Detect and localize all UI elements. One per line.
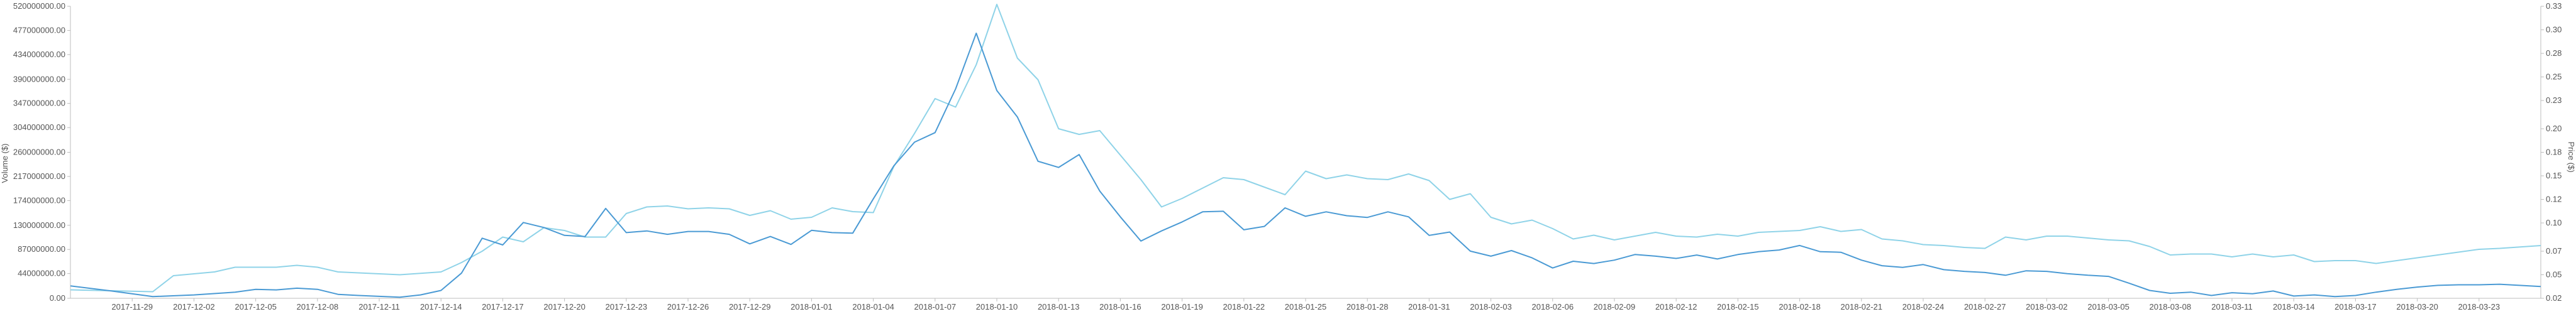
right-tick-label: 0.20 [2546, 124, 2562, 133]
left-tick-label: 217000000.00 [13, 171, 65, 181]
left-tick-label: 260000000.00 [13, 148, 65, 157]
right-tick-label: 0.12 [2546, 195, 2562, 204]
right-tick-label: 0.33 [2546, 1, 2562, 11]
x-tick-label: 2018-03-23 [2458, 302, 2501, 311]
left-tick-label: 434000000.00 [13, 50, 65, 59]
x-tick-label: 2017-12-05 [235, 302, 277, 311]
right-axis-ticks: 0.33 0.30 0.28 0.25 0.23 0.20 0.18 0.15 0.12 0.10… [2541, 1, 2562, 303]
x-tick-label: 2018-01-10 [976, 302, 1018, 311]
left-tick-label: 477000000.00 [13, 25, 65, 35]
left-tick-label: 347000000.00 [13, 99, 65, 108]
x-tick-label: 2017-12-08 [297, 302, 339, 311]
x-tick-label: 2017-12-23 [606, 302, 648, 311]
series-line-volume [70, 32, 2541, 298]
x-tick-label: 2018-01-13 [1038, 302, 1080, 311]
left-tick-label: 130000000.00 [13, 220, 65, 230]
right-tick-label: 0.25 [2546, 72, 2562, 82]
left-tick-label: 520000000.00 [13, 1, 65, 11]
left-tick-label: 0.00 [50, 293, 65, 303]
left-tick-label: 174000000.00 [13, 195, 65, 205]
x-tick-label: 2017-12-11 [358, 302, 400, 311]
x-tick-label: 2018-03-20 [2396, 302, 2438, 311]
right-tick-label: 0.07 [2546, 246, 2562, 256]
x-tick-label: 2018-01-01 [791, 302, 833, 311]
x-axis-ticks: 2017-11-29 2017-12-02 2017-12-05 2017-12-08… [111, 298, 2500, 311]
x-tick-label: 2018-01-07 [914, 302, 957, 311]
x-tick-label: 2018-01-22 [1223, 302, 1265, 311]
x-tick-label: 2018-01-31 [1408, 302, 1450, 311]
x-tick-label: 2017-12-20 [543, 302, 586, 311]
right-tick-label: 0.10 [2546, 218, 2562, 227]
x-tick-label: 2018-01-25 [1285, 302, 1327, 311]
left-tick-label: 87000000.00 [18, 244, 65, 254]
x-tick-label: 2018-03-17 [2334, 302, 2377, 311]
x-tick-label: 2018-03-02 [2026, 302, 2068, 311]
x-tick-label: 2018-01-04 [852, 302, 894, 311]
left-tick-label: 390000000.00 [13, 74, 65, 84]
x-tick-label: 2018-02-06 [1532, 302, 1574, 311]
x-tick-label: 2018-01-19 [1161, 302, 1203, 311]
right-tick-label: 0.05 [2546, 270, 2562, 279]
x-tick-label: 2018-02-09 [1594, 302, 1636, 311]
x-tick-label: 2017-11-29 [111, 302, 153, 311]
x-tick-label: 2018-03-08 [2150, 302, 2192, 311]
left-axis-title: Volume ($) [0, 144, 9, 183]
x-tick-label: 2017-12-14 [420, 302, 462, 311]
x-tick-label: 2018-02-03 [1470, 302, 1512, 311]
x-tick-label: 2018-02-18 [1779, 302, 1821, 311]
x-tick-label: 2018-01-28 [1346, 302, 1389, 311]
right-tick-label: 0.15 [2546, 171, 2562, 180]
x-tick-label: 2018-02-21 [1841, 302, 1883, 311]
right-tick-label: 0.02 [2546, 293, 2562, 303]
series-lines [70, 4, 2541, 298]
left-tick-label: 44000000.00 [18, 269, 65, 278]
right-tick-label: 0.18 [2546, 148, 2562, 157]
right-tick-label: 0.28 [2546, 48, 2562, 58]
x-tick-label: 2017-12-29 [729, 302, 771, 311]
left-tick-label: 304000000.00 [13, 122, 65, 132]
right-axis-title: Price ($) [2567, 141, 2576, 172]
x-tick-label: 2017-12-26 [667, 302, 709, 311]
x-tick-label: 2018-01-16 [1099, 302, 1141, 311]
x-tick-label: 2018-02-24 [1902, 302, 1945, 311]
x-tick-label: 2018-02-15 [1717, 302, 1759, 311]
x-tick-label: 2018-03-14 [2273, 302, 2315, 311]
series-line-price [70, 4, 2541, 293]
x-tick-label: 2017-12-02 [173, 302, 215, 311]
left-axis-ticks: 520000000.00 477000000.00 434000000.00 3900… [13, 1, 70, 303]
x-tick-label: 2018-03-05 [2087, 302, 2129, 311]
right-tick-label: 0.23 [2546, 95, 2562, 105]
right-tick-label: 0.30 [2546, 25, 2562, 35]
x-tick-label: 2018-02-27 [1964, 302, 2006, 311]
x-tick-label: 2018-02-12 [1655, 302, 1697, 311]
x-tick-label: 2017-12-17 [482, 302, 524, 311]
x-tick-label: 2018-03-11 [2211, 302, 2253, 311]
